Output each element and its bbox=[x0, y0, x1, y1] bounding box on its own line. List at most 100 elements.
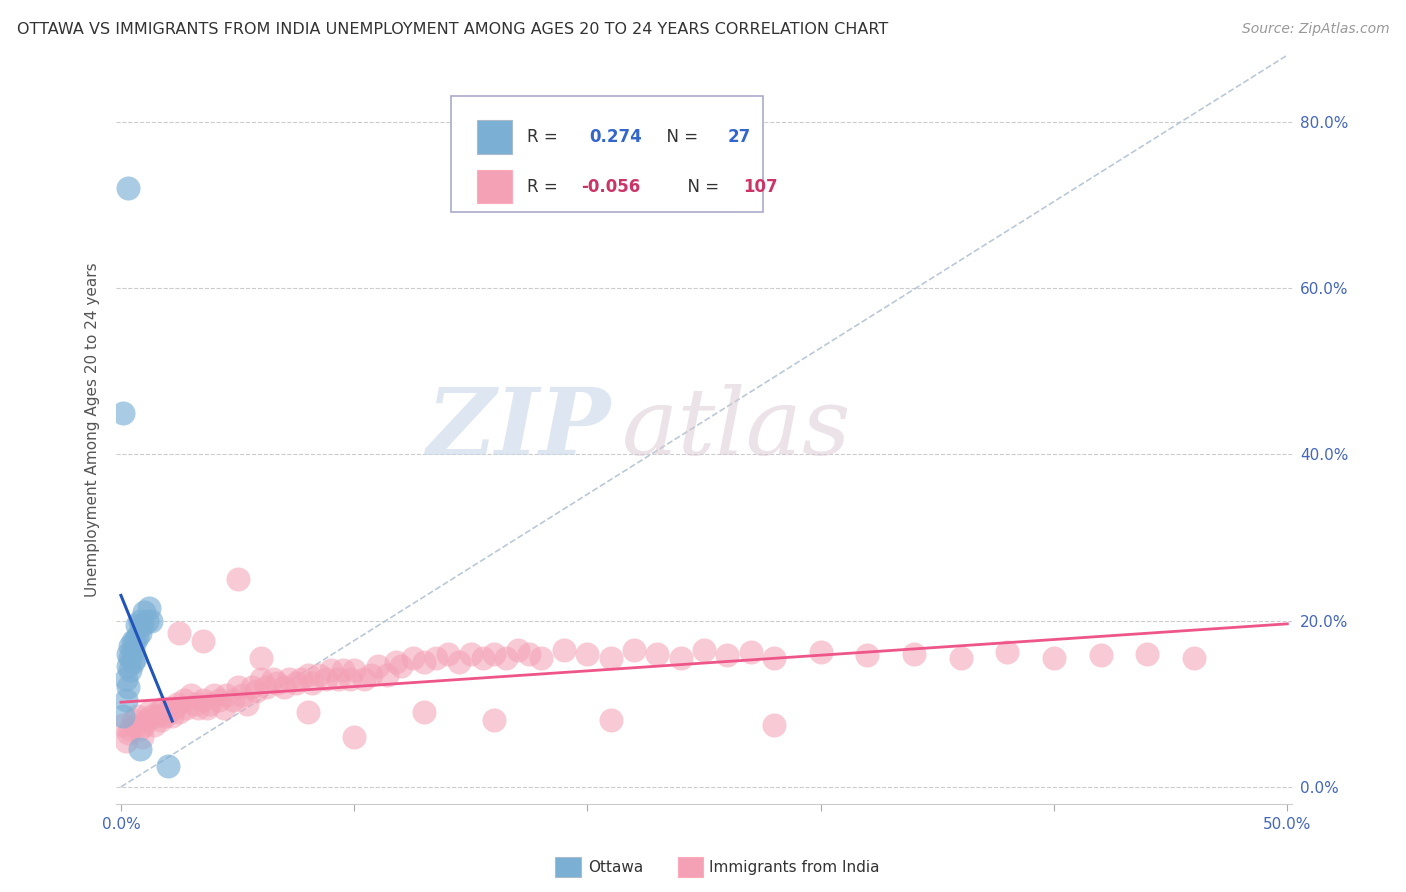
Point bbox=[482, 647, 505, 661]
Point bbox=[162, 709, 184, 723]
Point bbox=[141, 709, 163, 723]
Point bbox=[389, 659, 412, 673]
Point bbox=[367, 659, 389, 673]
Point bbox=[195, 701, 218, 715]
Point bbox=[202, 689, 225, 703]
Point bbox=[124, 651, 146, 665]
Point bbox=[148, 705, 170, 719]
Point bbox=[308, 667, 330, 681]
Point bbox=[599, 714, 621, 728]
Point bbox=[763, 717, 786, 731]
Point bbox=[120, 722, 142, 736]
Point bbox=[121, 714, 143, 728]
Point bbox=[131, 730, 153, 744]
Point bbox=[716, 648, 738, 663]
Point bbox=[222, 692, 245, 706]
Text: N =: N = bbox=[657, 128, 709, 146]
Point bbox=[903, 647, 925, 661]
Point bbox=[240, 680, 263, 694]
Point bbox=[553, 642, 575, 657]
Point bbox=[127, 617, 149, 632]
Point bbox=[112, 406, 135, 420]
Point bbox=[231, 689, 253, 703]
Point bbox=[250, 672, 273, 686]
Point bbox=[1136, 647, 1159, 661]
Point bbox=[226, 572, 249, 586]
Point bbox=[297, 667, 319, 681]
Text: Ottawa: Ottawa bbox=[588, 860, 643, 874]
Point bbox=[301, 676, 323, 690]
Point bbox=[121, 634, 143, 648]
Point bbox=[184, 697, 207, 711]
Point bbox=[353, 672, 375, 686]
Point bbox=[173, 692, 195, 706]
Point bbox=[360, 667, 382, 681]
Point bbox=[740, 645, 762, 659]
Point bbox=[112, 717, 135, 731]
Point bbox=[425, 651, 447, 665]
Point bbox=[167, 705, 190, 719]
Text: ZIP: ZIP bbox=[426, 384, 610, 475]
Point bbox=[436, 647, 458, 661]
Point bbox=[128, 626, 150, 640]
Point bbox=[208, 692, 231, 706]
Point bbox=[277, 672, 299, 686]
Point bbox=[623, 642, 645, 657]
Point bbox=[191, 634, 214, 648]
Point bbox=[134, 717, 156, 731]
Point bbox=[117, 647, 139, 661]
Point bbox=[297, 705, 319, 719]
Point bbox=[326, 672, 349, 686]
Point bbox=[180, 689, 202, 703]
Point bbox=[138, 601, 160, 615]
Text: 27: 27 bbox=[728, 128, 751, 146]
Point bbox=[117, 680, 139, 694]
Point bbox=[112, 709, 135, 723]
Point bbox=[1043, 651, 1066, 665]
Point bbox=[191, 692, 214, 706]
Point bbox=[810, 645, 832, 659]
Point bbox=[576, 647, 599, 661]
Point bbox=[647, 647, 669, 661]
Point bbox=[495, 651, 517, 665]
Point bbox=[339, 672, 361, 686]
Point bbox=[315, 672, 337, 686]
FancyBboxPatch shape bbox=[451, 96, 763, 212]
Bar bbox=[477, 120, 513, 154]
Point bbox=[152, 701, 174, 715]
Point bbox=[198, 697, 221, 711]
Point bbox=[599, 651, 621, 665]
Point bbox=[212, 701, 235, 715]
Y-axis label: Unemployment Among Ages 20 to 24 years: Unemployment Among Ages 20 to 24 years bbox=[86, 262, 100, 597]
Point bbox=[149, 714, 172, 728]
Point bbox=[163, 701, 186, 715]
Point bbox=[156, 759, 179, 773]
Point bbox=[120, 639, 142, 653]
Point bbox=[332, 664, 354, 678]
Text: 0.274: 0.274 bbox=[589, 128, 641, 146]
Point bbox=[343, 730, 366, 744]
Point bbox=[995, 645, 1018, 659]
Point bbox=[121, 642, 143, 657]
Point bbox=[949, 651, 972, 665]
Point bbox=[120, 651, 142, 665]
Point bbox=[131, 617, 153, 632]
Point bbox=[128, 742, 150, 756]
Point bbox=[159, 701, 181, 715]
Point bbox=[145, 709, 167, 723]
Point bbox=[250, 651, 273, 665]
Point bbox=[117, 181, 139, 195]
Point bbox=[506, 642, 529, 657]
Point bbox=[155, 709, 177, 723]
Text: -0.056: -0.056 bbox=[581, 178, 640, 195]
Point bbox=[167, 626, 190, 640]
Point bbox=[385, 655, 408, 669]
Point bbox=[226, 680, 249, 694]
Point bbox=[1090, 648, 1112, 663]
Point bbox=[120, 664, 142, 678]
Point bbox=[266, 676, 288, 690]
Point bbox=[401, 651, 423, 665]
Point bbox=[763, 651, 786, 665]
Point bbox=[254, 680, 277, 694]
Point bbox=[121, 655, 143, 669]
